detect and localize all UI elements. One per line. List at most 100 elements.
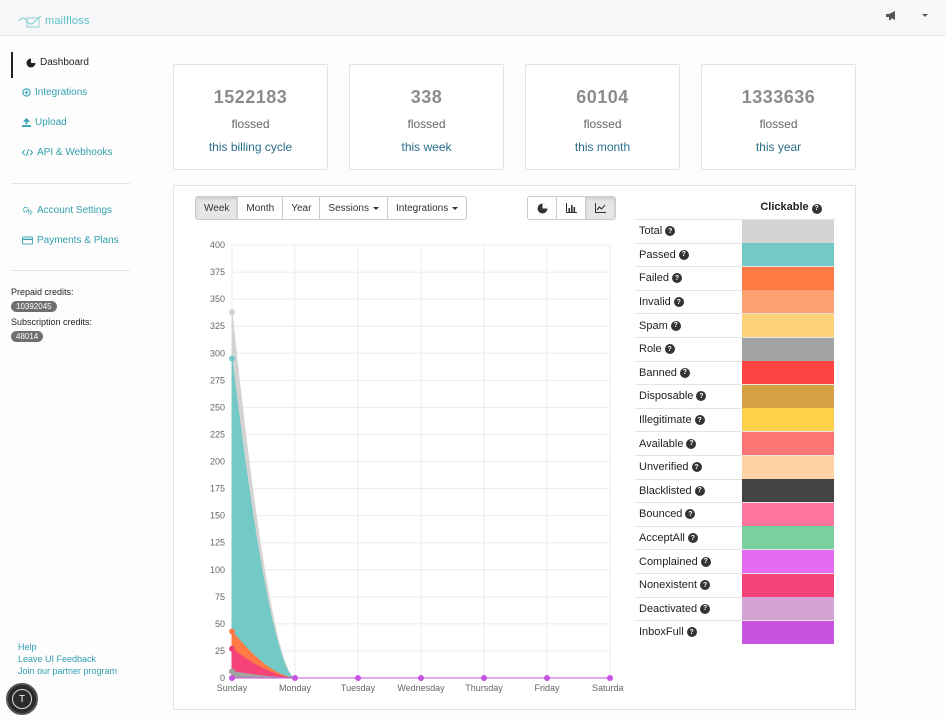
stat-card-week: 338 flossed this week <box>349 64 504 170</box>
avatar[interactable]: T <box>6 683 38 715</box>
help-icon[interactable]: ? <box>686 627 697 638</box>
legend-swatch[interactable] <box>742 431 834 456</box>
help-icon[interactable]: ? <box>694 415 705 426</box>
help-icon[interactable]: ? <box>665 226 676 237</box>
legend-label-text: Bounced <box>639 508 683 521</box>
legend-swatch[interactable] <box>742 502 834 527</box>
help-icon[interactable]: ? <box>670 320 681 331</box>
megaphone-icon[interactable] <box>885 10 898 21</box>
help-link[interactable]: Help <box>18 642 37 652</box>
data-point[interactable] <box>481 675 487 681</box>
stat-value: 60104 <box>576 87 629 107</box>
legend-row-blacklisted[interactable]: Blacklisted? <box>635 478 835 503</box>
stat-period-link[interactable]: this month <box>574 140 631 154</box>
data-point[interactable] <box>229 355 235 362</box>
legend-swatch[interactable] <box>742 573 834 598</box>
legend-swatch[interactable] <box>742 290 834 314</box>
data-point[interactable] <box>229 645 235 652</box>
pie-chart-button[interactable] <box>528 197 557 219</box>
legend-row-unverified[interactable]: Unverified? <box>635 455 835 480</box>
sidebar-item-upload[interactable]: Upload <box>22 117 67 128</box>
legend-row-total[interactable]: Total? <box>635 219 835 244</box>
help-icon[interactable]: ? <box>679 367 690 378</box>
legend-row-available[interactable]: Available? <box>635 431 835 456</box>
sidebar-item-dashboard[interactable]: Dashboard <box>26 57 89 68</box>
data-point[interactable] <box>355 675 361 681</box>
upload-icon <box>22 118 31 127</box>
feedback-link[interactable]: Leave UI Feedback <box>18 654 97 664</box>
help-icon[interactable]: ? <box>671 273 682 284</box>
legend-row-illegitimate[interactable]: Illegitimate? <box>635 407 835 432</box>
sidebar-item-integrations[interactable]: Integrations <box>22 87 87 98</box>
legend-row-passed[interactable]: Passed? <box>635 242 835 267</box>
legend-swatch[interactable] <box>742 361 834 385</box>
legend-swatch[interactable] <box>742 549 834 574</box>
legend-row-complained[interactable]: Complained? <box>635 549 835 574</box>
integrations-dropdown[interactable]: Integrations <box>388 197 466 219</box>
help-icon[interactable]: ? <box>664 344 675 355</box>
sidebar-item-api-webhooks[interactable]: API & Webhooks <box>22 147 112 158</box>
chevron-down-icon[interactable] <box>922 14 928 17</box>
stat-period-link[interactable]: this year <box>755 140 802 154</box>
legend-swatch[interactable] <box>742 408 834 432</box>
legend-row-banned[interactable]: Banned? <box>635 360 835 385</box>
legend-swatch[interactable] <box>742 479 834 503</box>
legend-row-inboxfull[interactable]: InboxFull? <box>635 620 835 645</box>
data-point[interactable] <box>544 675 550 681</box>
data-point[interactable] <box>229 309 235 316</box>
legend-row-role[interactable]: Role? <box>635 337 835 362</box>
week-button[interactable]: Week <box>196 197 239 219</box>
help-icon[interactable]: ? <box>686 438 697 449</box>
help-icon[interactable]: ? <box>694 485 705 496</box>
help-icon[interactable]: ? <box>700 556 711 567</box>
legend-row-disposable[interactable]: Disposable? <box>635 384 835 409</box>
year-button[interactable]: Year <box>283 197 321 219</box>
legend-swatch[interactable] <box>742 384 834 409</box>
legend-swatch[interactable] <box>742 337 834 362</box>
data-point[interactable] <box>229 628 235 635</box>
help-icon[interactable]: ? <box>678 249 689 260</box>
legend-swatch[interactable] <box>742 620 834 645</box>
legend-label: Available? <box>635 438 742 450</box>
legend-row-nonexistent[interactable]: Nonexistent? <box>635 573 835 598</box>
partner-program-link[interactable]: Join our partner program <box>18 666 118 676</box>
bar-chart-button[interactable] <box>557 197 586 219</box>
data-point[interactable] <box>607 675 613 681</box>
help-icon[interactable]: ? <box>685 509 696 520</box>
legend-label-text: Role <box>639 343 662 356</box>
legend-swatch[interactable] <box>742 597 834 621</box>
legend-swatch[interactable] <box>742 243 834 267</box>
legend-row-acceptall[interactable]: AcceptAll? <box>635 525 835 550</box>
line-chart-button[interactable] <box>586 197 615 219</box>
legend-swatch[interactable] <box>742 219 834 244</box>
data-point[interactable] <box>292 675 298 681</box>
sidebar-item-payments-plans[interactable]: Payments & Plans <box>22 235 119 246</box>
help-icon[interactable]: ? <box>691 462 702 473</box>
stat-card-month: 60104 flossed this month <box>525 64 680 170</box>
stat-period-link[interactable]: this billing cycle <box>208 140 293 154</box>
legend-swatch[interactable] <box>742 455 834 480</box>
sessions-dropdown[interactable]: Sessions <box>320 197 388 219</box>
help-icon[interactable]: ? <box>696 391 707 402</box>
data-point[interactable] <box>418 675 424 681</box>
sidebar-item-account-settings[interactable]: Account Settings <box>22 205 112 216</box>
data-point[interactable] <box>229 668 235 675</box>
legend-swatch[interactable] <box>742 526 834 550</box>
legend-swatch[interactable] <box>742 313 834 338</box>
legend-swatch[interactable] <box>742 266 834 291</box>
legend-row-deactivated[interactable]: Deactivated? <box>635 596 835 621</box>
help-icon[interactable]: ? <box>700 580 711 591</box>
legend-row-bounced[interactable]: Bounced? <box>635 502 835 527</box>
help-icon[interactable]: ? <box>811 203 822 214</box>
legend-row-failed[interactable]: Failed? <box>635 266 835 291</box>
help-icon[interactable]: ? <box>700 603 711 614</box>
legend-row-invalid[interactable]: Invalid? <box>635 289 835 314</box>
help-icon[interactable]: ? <box>687 533 698 544</box>
data-point[interactable] <box>229 675 235 681</box>
logo[interactable]: mailfloss <box>18 14 90 28</box>
legend-row-spam[interactable]: Spam? <box>635 313 835 338</box>
month-button[interactable]: Month <box>238 197 284 219</box>
legend-header-label: Clickable <box>760 201 809 213</box>
stat-period-link[interactable]: this week <box>401 140 452 154</box>
help-icon[interactable]: ? <box>673 297 684 308</box>
